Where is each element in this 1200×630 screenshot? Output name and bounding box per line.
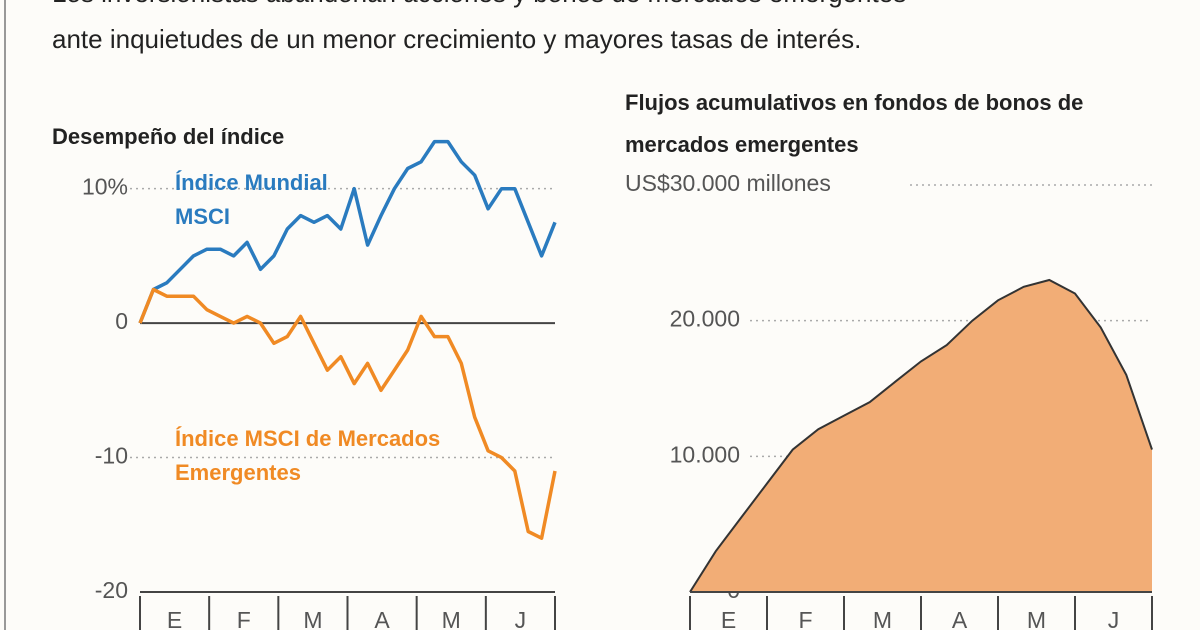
intro-line: ante inquietudes de un menor crecimiento… (52, 24, 862, 54)
area (690, 280, 1152, 592)
x-tick-label: A (374, 607, 390, 630)
y-tick-label: -20 (95, 577, 128, 603)
series-line (138, 287, 557, 540)
chart-title: Desempeño del índice (52, 124, 285, 149)
x-tick-label: E (167, 607, 182, 630)
y-tick-label: US$30.000 millones (625, 170, 831, 196)
x-tick-label: E (721, 607, 736, 630)
x-tick-label: J (515, 607, 527, 630)
x-tick-label: F (237, 607, 251, 630)
x-tick-label: M (303, 607, 322, 630)
x-tick-label: J (1108, 607, 1120, 630)
x-tick-label: M (1027, 607, 1046, 630)
chart-title: Flujos acumulativos en fondos de bonos d… (625, 90, 1084, 157)
series-label: Índice MSCI de Mercados Emergentes (175, 426, 441, 485)
x-tick-label: F (798, 607, 812, 630)
intro-line: Los inversionistas abandonan acciones y … (52, 0, 906, 9)
series-label: Índice Mundial MSCI (175, 170, 328, 229)
y-tick-label: -10 (95, 443, 128, 469)
y-tick-label: 0 (115, 308, 128, 334)
y-tick-label: 10.000 (670, 441, 740, 467)
area-outline (689, 278, 1153, 593)
series-line (138, 139, 557, 324)
x-tick-label: M (442, 607, 461, 630)
y-tick-label: 20.000 (670, 306, 740, 332)
y-tick-label: 10% (82, 174, 128, 200)
x-tick-label: M (873, 607, 892, 630)
x-tick-label: A (952, 607, 968, 630)
